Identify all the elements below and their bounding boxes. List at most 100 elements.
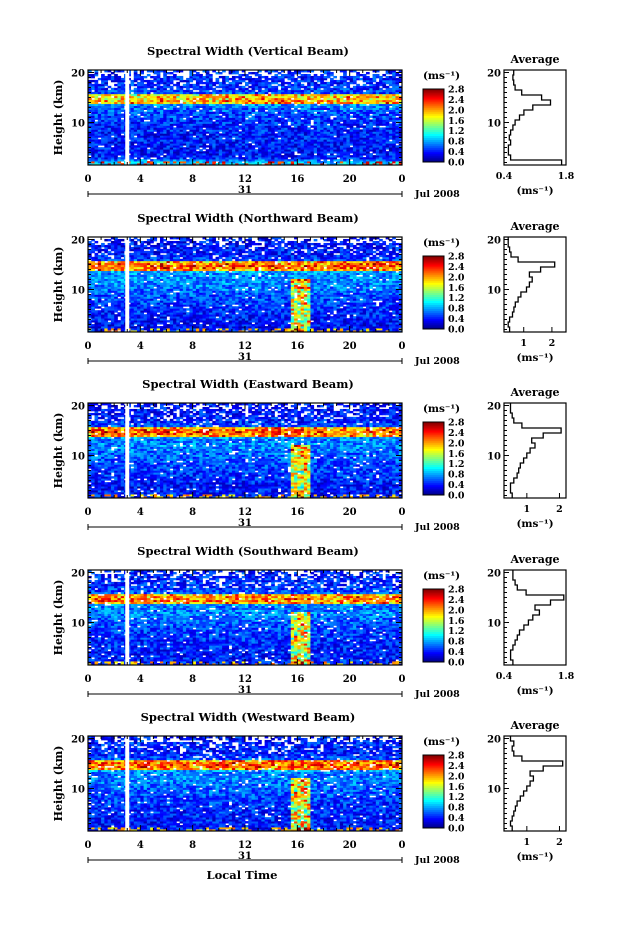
heatmap-cell xyxy=(382,90,386,92)
heatmap-cell xyxy=(170,72,174,74)
heatmap-cell xyxy=(202,129,206,131)
heatmap-cell xyxy=(346,82,350,84)
heatmap-cell xyxy=(340,123,344,125)
heatmap-cell xyxy=(288,324,292,326)
heatmap-cell xyxy=(255,92,259,94)
heatmap-cell xyxy=(144,76,148,78)
heatmap-cell xyxy=(297,320,301,322)
heatmap-cell xyxy=(363,92,367,94)
x-tick-label: 0 xyxy=(399,174,406,185)
heatmap-cell xyxy=(268,82,272,84)
heatmap-cell xyxy=(248,76,252,78)
heatmap-cell xyxy=(91,324,95,326)
heatmap-cell xyxy=(206,149,210,151)
heatmap-cell xyxy=(160,157,164,159)
heatmap-cell xyxy=(199,74,203,76)
heatmap-cell xyxy=(144,121,148,123)
heatmap-cell xyxy=(160,86,164,88)
heatmap-cell xyxy=(140,118,144,120)
heatmap-cell xyxy=(134,145,138,147)
heatmap-cell xyxy=(314,104,318,106)
heatmap-cell xyxy=(121,119,125,121)
heatmap-cell xyxy=(140,159,144,161)
heatmap-cell xyxy=(369,153,373,155)
heatmap-cell xyxy=(196,72,200,74)
heatmap-cell xyxy=(153,84,157,86)
heatmap-cell xyxy=(255,112,259,114)
heatmap-cell xyxy=(288,125,292,127)
heatmap-cell xyxy=(395,102,399,104)
heatmap-cell xyxy=(91,100,95,102)
heatmap-cell xyxy=(284,119,288,121)
heatmap-cell xyxy=(373,155,377,157)
heatmap-cell xyxy=(284,86,288,88)
heatmap-cell xyxy=(150,94,154,96)
heatmap-cell xyxy=(291,100,295,102)
heatmap-cell xyxy=(366,86,370,88)
heatmap-cell xyxy=(98,78,102,80)
x-tick-label: 8 xyxy=(189,174,196,185)
heatmap-cell xyxy=(330,72,334,74)
heatmap-cell xyxy=(320,74,324,76)
heatmap-cell xyxy=(327,82,331,84)
heatmap-cell xyxy=(131,80,135,82)
heatmap-cell xyxy=(189,90,193,92)
heatmap-cell xyxy=(395,123,399,125)
heatmap-cell xyxy=(242,78,246,80)
heatmap-cell xyxy=(310,88,314,90)
x-tick-label: 12 xyxy=(238,174,252,185)
heatmap-cell xyxy=(261,90,265,92)
heatmap-cell xyxy=(324,104,328,106)
heatmap-cell xyxy=(278,139,282,141)
heatmap-cell xyxy=(350,116,354,118)
heatmap-cell xyxy=(284,74,288,76)
heatmap-cell xyxy=(167,324,171,326)
heatmap-cell xyxy=(212,112,216,114)
heatmap-cell xyxy=(137,82,141,84)
heatmap-cell xyxy=(248,86,252,88)
heatmap-cell xyxy=(196,112,200,114)
heatmap-cell xyxy=(111,137,115,139)
heatmap-cell xyxy=(144,112,148,114)
heatmap-cell xyxy=(340,106,344,108)
colorbar-tick-label: 2.0 xyxy=(448,105,465,116)
heatmap-cell xyxy=(337,80,341,82)
colorbar-tick-label: 0.0 xyxy=(448,158,465,169)
heatmap-cell xyxy=(330,119,334,121)
heatmap-cell xyxy=(176,76,180,78)
heatmap-cell xyxy=(121,135,125,137)
x-tick-label: 20 xyxy=(343,174,357,185)
heatmap-cell xyxy=(180,86,184,88)
heatmap-cell xyxy=(147,161,151,163)
heatmap-cell xyxy=(98,104,102,106)
heatmap-cell xyxy=(238,125,242,127)
heatmap-cell xyxy=(170,76,174,78)
heatmap-cell xyxy=(291,110,295,112)
heatmap-cell xyxy=(288,82,292,84)
heatmap-cell xyxy=(95,121,99,123)
heatmap-cell xyxy=(252,145,256,147)
heatmap-cell xyxy=(134,88,138,90)
average-unit: (ms⁻¹) xyxy=(516,185,553,197)
heatmap-cell xyxy=(252,78,256,80)
heatmap-cell xyxy=(291,84,295,86)
heatmap xyxy=(88,237,402,332)
heatmap-cell xyxy=(134,84,138,86)
heatmap-cell xyxy=(137,116,141,118)
heatmap-cell xyxy=(98,98,102,100)
heatmap-cell xyxy=(265,326,269,328)
heatmap-cell xyxy=(343,100,347,102)
heatmap-cell xyxy=(248,118,252,120)
heatmap-cell xyxy=(147,80,151,82)
heatmap-cell xyxy=(330,88,334,90)
heatmap-cell xyxy=(337,159,341,161)
heatmap-cell xyxy=(206,145,210,147)
date-label: Jul 2008 xyxy=(414,189,460,200)
heatmap-cell xyxy=(265,76,269,78)
heatmap-cell xyxy=(222,118,226,120)
heatmap-cell xyxy=(386,114,390,116)
heatmap-cell xyxy=(274,86,278,88)
heatmap-cell xyxy=(173,74,177,76)
heatmap-cell xyxy=(163,155,167,157)
heatmap-cell xyxy=(386,86,390,88)
